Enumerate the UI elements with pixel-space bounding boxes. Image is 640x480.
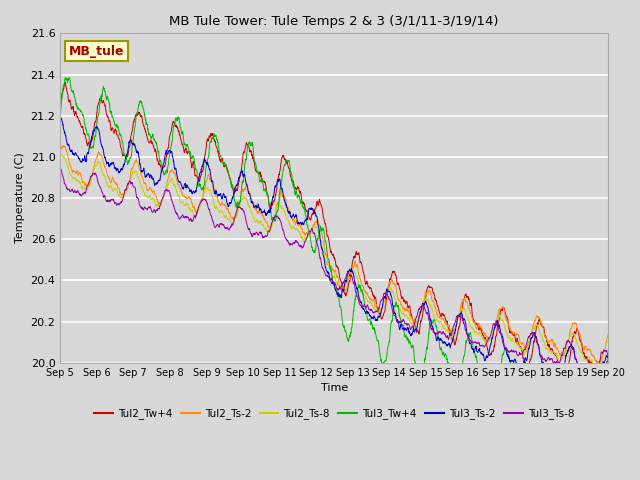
Text: MB_tule: MB_tule [68,45,124,58]
Tul3_Ts-2 [588,387,596,393]
Tul3_Ts-2 [488,337,495,343]
Tul3_Tw+4 [62,75,70,81]
Tul2_Ts-8 [56,152,64,158]
Tul3_Ts-8 [588,370,596,375]
Tul2_Tw+4 [84,141,92,147]
Tul2_Ts-2 [60,143,68,148]
Tul3_Tw+4 [308,246,316,252]
Tul2_Ts-2 [84,181,92,187]
Legend: Tul2_Tw+4, Tul2_Ts-2, Tul2_Ts-8, Tul3_Tw+4, Tul3_Ts-2, Tul3_Ts-8: Tul2_Tw+4, Tul2_Ts-2, Tul2_Ts-8, Tul3_Tw… [90,404,579,423]
Tul2_Ts-8 [308,227,316,232]
Tul3_Ts-2 [588,387,595,393]
Tul3_Tw+4 [488,404,496,410]
Tul3_Ts-8 [323,273,331,278]
Tul3_Tw+4 [599,449,607,455]
Line: Tul3_Ts-2: Tul3_Ts-2 [60,118,608,390]
Tul2_Tw+4 [604,356,612,361]
Tul2_Ts-8 [604,339,612,345]
X-axis label: Time: Time [321,383,348,393]
Line: Tul2_Tw+4: Tul2_Tw+4 [60,82,608,389]
Tul2_Ts-8 [57,152,65,158]
Tul2_Tw+4 [308,211,316,216]
Tul2_Ts-2 [593,360,601,366]
Tul2_Ts-2 [308,226,316,231]
Tul3_Ts-8 [591,370,598,376]
Tul3_Ts-2 [589,387,596,393]
Tul3_Ts-2 [323,268,330,274]
Tul2_Ts-2 [588,352,596,358]
Tul2_Tw+4 [588,363,596,369]
Tul3_Tw+4 [604,427,612,432]
Tul3_Ts-8 [488,327,496,333]
Tul2_Tw+4 [56,98,64,104]
Line: Tul2_Ts-8: Tul2_Ts-8 [60,155,608,371]
Tul3_Tw+4 [56,111,64,117]
Tul3_Ts-2 [84,151,92,156]
Tul2_Ts-8 [323,262,331,267]
Tul3_Ts-8 [589,370,596,376]
Tul2_Ts-2 [589,352,596,358]
Tul3_Ts-2 [604,353,612,359]
Title: MB Tule Tower: Tule Temps 2 & 3 (3/1/11-3/19/14): MB Tule Tower: Tule Temps 2 & 3 (3/1/11-… [170,15,499,28]
Tul2_Tw+4 [488,349,496,355]
Tul3_Ts-8 [308,227,316,232]
Tul3_Ts-8 [84,180,92,186]
Tul3_Ts-8 [604,353,612,359]
Tul2_Ts-2 [604,331,612,337]
Tul2_Tw+4 [589,365,596,371]
Tul3_Tw+4 [589,412,596,418]
Tul2_Tw+4 [323,232,331,238]
Line: Tul2_Ts-2: Tul2_Ts-2 [60,145,608,363]
Tul2_Ts-8 [84,182,92,188]
Tul2_Ts-8 [591,368,599,374]
Tul3_Tw+4 [323,248,331,253]
Line: Tul3_Tw+4: Tul3_Tw+4 [60,78,608,452]
Tul2_Tw+4 [597,386,605,392]
Tul2_Ts-8 [588,358,596,364]
Tul2_Tw+4 [61,79,69,85]
Tul2_Ts-2 [488,335,496,341]
Tul2_Ts-8 [488,334,496,340]
Tul2_Ts-8 [589,360,596,365]
Tul3_Tw+4 [84,131,92,137]
Tul3_Tw+4 [588,413,596,419]
Tul3_Ts-8 [56,167,64,172]
Tul2_Ts-2 [56,148,64,154]
Tul3_Ts-2 [56,115,64,121]
Tul3_Ts-8 [57,166,65,172]
Y-axis label: Temperature (C): Temperature (C) [15,153,25,243]
Tul3_Ts-2 [308,206,316,212]
Tul2_Ts-2 [323,254,331,260]
Line: Tul3_Ts-8: Tul3_Ts-8 [60,169,608,373]
